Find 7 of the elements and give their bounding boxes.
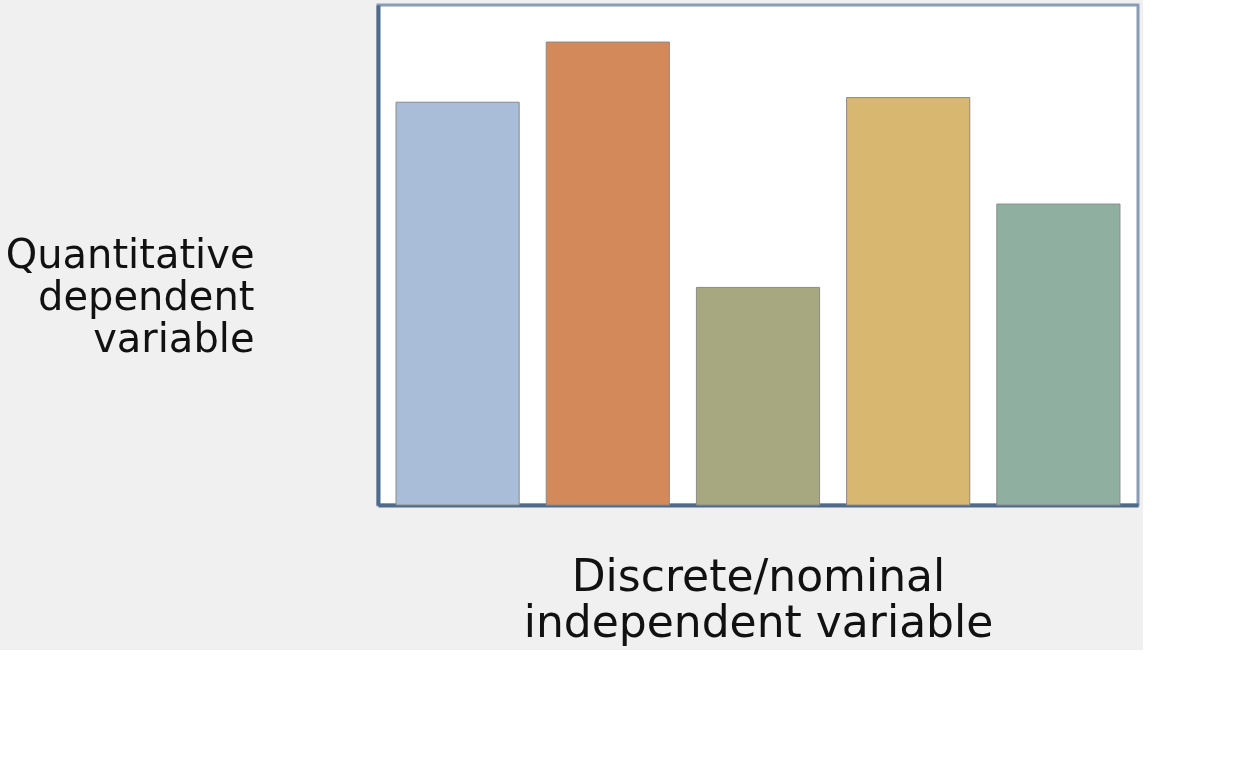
y-axis-title: Quantitative dependent variable xyxy=(5,230,255,361)
bar xyxy=(846,97,971,506)
x-axis-title: Discrete/nominal independent variable xyxy=(523,549,994,647)
bar xyxy=(996,203,1121,506)
bar xyxy=(545,41,670,506)
bar xyxy=(395,101,520,506)
bar xyxy=(695,286,821,506)
